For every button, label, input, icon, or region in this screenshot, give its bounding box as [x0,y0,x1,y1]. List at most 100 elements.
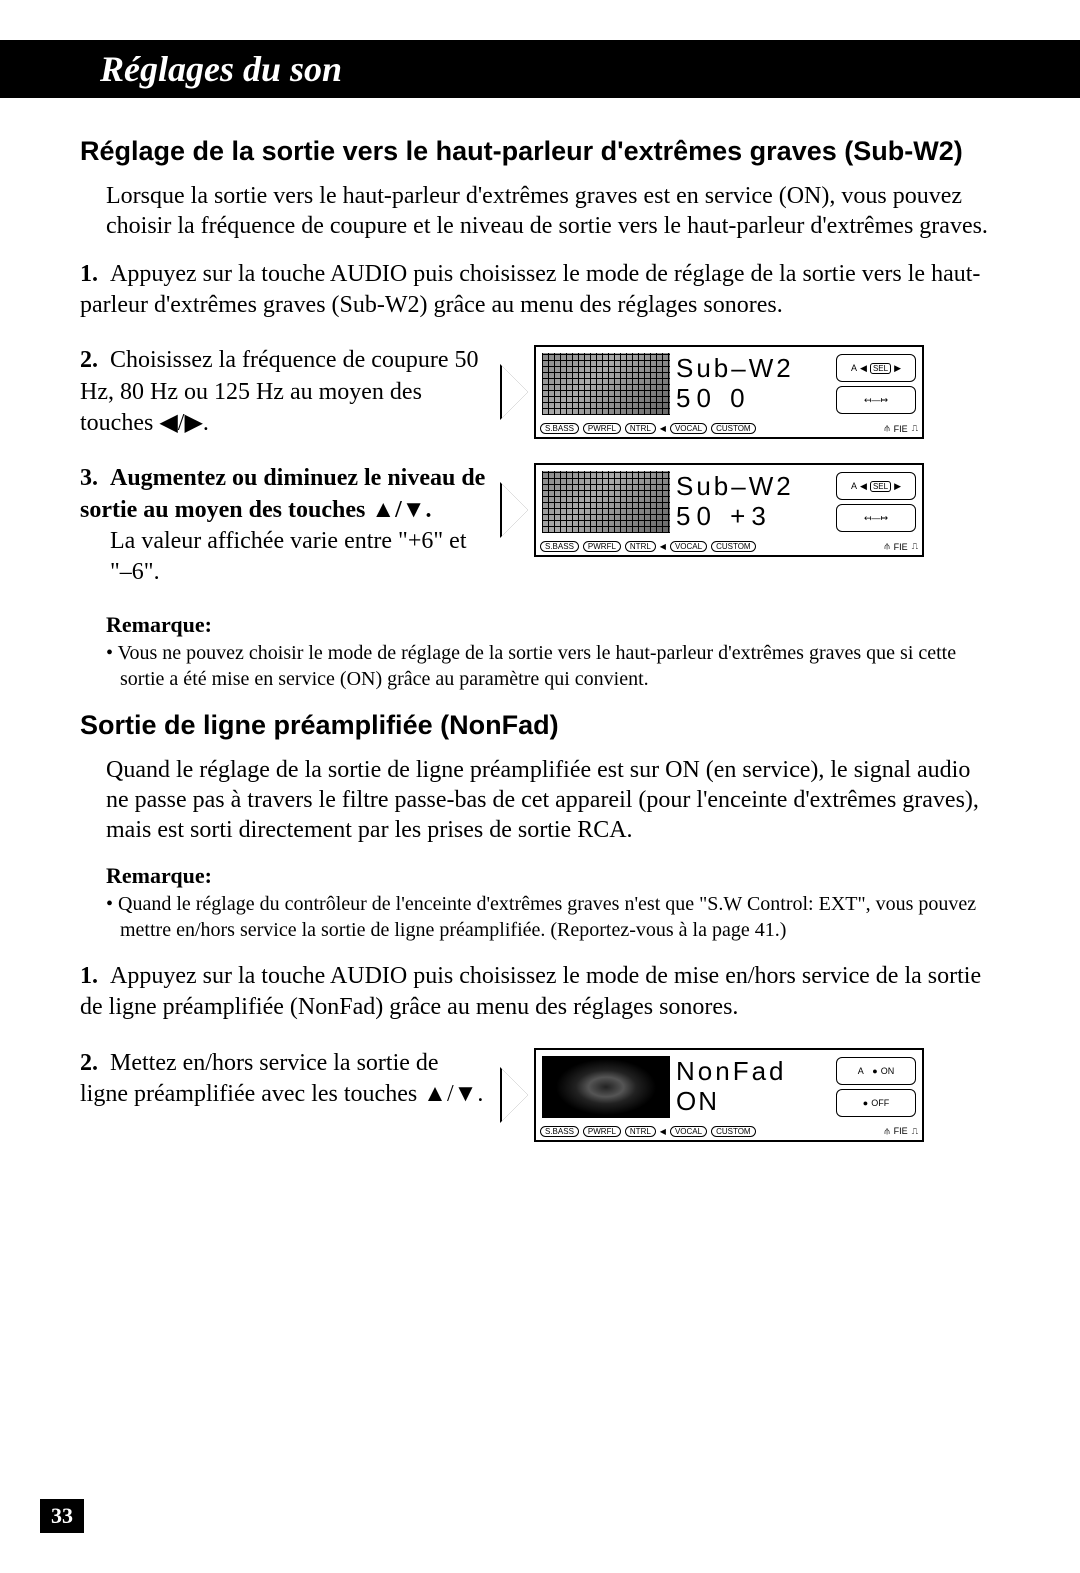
eq-icon: ⫛ [884,541,889,552]
lcd-text: Sub–W2 50 0 [676,354,830,414]
step-number: 1. [80,961,110,992]
lcd-main: NonFad ON A ● ON ● OFF [536,1050,922,1124]
lcd-slider-indicator: ↤—↦ [836,386,916,414]
custom-label: CUSTOM [711,541,756,552]
lcd-slider-indicator: ↤—↦ [836,504,916,532]
fie-label: FIE [894,542,908,552]
s2-step2-body: Mettez en/hors service la sortie de lign… [80,1050,483,1107]
eq-icon: ⫛ [884,1126,889,1137]
wave-icon: ⎍ [912,423,918,434]
lcd-main: Sub–W2 50 +3 A ◀ SEL ▶ ↤—↦ [536,465,922,539]
step2-body: Choisissez la fréquence de coupure 50 Hz… [80,347,479,435]
lcd-speaker-icon [542,1056,670,1118]
lcd-panel: NonFad ON A ● ON ● OFF [534,1048,924,1142]
a-label: A [858,1066,864,1076]
sbass-label: S.BASS [540,423,579,434]
lcd-line1: Sub–W2 [676,472,830,502]
lcd-off-indicator: ● OFF [836,1089,916,1117]
remark-label: Remarque: [106,863,990,889]
right-arrow-icon: ▶ [894,481,901,492]
wave-icon: ⎍ [912,541,918,552]
s2-step1-body: Appuyez sur la touche AUDIO puis choisis… [80,963,981,1020]
step-number: 2. [80,345,110,376]
lcd-panel: Sub–W2 50 +3 A ◀ SEL ▶ ↤—↦ [534,463,924,557]
vocal-label: VOCAL [670,541,707,552]
lcd-line2: 50 +3 [676,502,830,532]
lcd-text: Sub–W2 50 +3 [676,472,830,532]
step3-body: Augmentez ou diminuez le niveau de sorti… [80,465,485,522]
left-arrow-icon: ◀ [660,424,666,433]
remark-text: • Quand le réglage du contrôleur de l'en… [106,891,980,943]
page-header: Réglages du son [0,40,1080,98]
display-illustration-3: NonFad ON A ● ON ● OFF [502,1048,924,1142]
section1-step1-row: 1.Appuyez sur la touche AUDIO puis chois… [80,259,990,321]
lcd-main: Sub–W2 50 0 A ◀ SEL ▶ ↤—↦ [536,347,922,421]
lcd-sel-indicator: A ◀ SEL ▶ [836,472,916,500]
section1-intro: Lorsque la sortie vers le haut-parleur d… [106,181,990,241]
custom-label: CUSTOM [711,423,756,434]
section2-intro: Quand le réglage de la sortie de ligne p… [106,755,990,845]
right-arrow-icon: ▶ [894,363,901,374]
display-illustration-1: Sub–W2 50 0 A ◀ SEL ▶ ↤—↦ [502,345,924,439]
lcd-side: A ◀ SEL ▶ ↤—↦ [836,354,916,414]
a-label: A [851,363,857,373]
section2-step1-row: 1.Appuyez sur la touche AUDIO puis chois… [80,961,990,1023]
step-text: 2.Mettez en/hors service la sortie de li… [80,1048,490,1110]
lcd-panel: Sub–W2 50 0 A ◀ SEL ▶ ↤—↦ [534,345,924,439]
on-label: ON [881,1066,895,1076]
wave-icon: ⎍ [912,1126,918,1137]
left-arrow-icon: ◀ [660,1127,666,1136]
ntrl-label: NTRL [625,541,656,552]
lcd-line2: 50 0 [676,384,830,414]
section2-title: Sortie de ligne préamplifiée (NonFad) [80,710,990,741]
pwrfl-label: PWRFL [583,423,621,434]
step-text: 1.Appuyez sur la touche AUDIO puis chois… [80,961,990,1023]
step3-sub: La valeur affichée varie entre "+6" et "… [110,526,490,588]
left-arrow-icon: ◀ [860,363,867,374]
triangle-pointer-icon [502,1069,528,1121]
triangle-pointer-icon [502,484,528,536]
lcd-line2: ON [676,1087,830,1117]
step-text: 3.Augmentez ou diminuez le niveau de sor… [80,463,490,588]
eq-icon: ⫛ [884,423,889,434]
vocal-label: VOCAL [670,1126,707,1137]
step-number: 1. [80,259,110,290]
slider-icon: ↤—↦ [864,513,888,524]
lcd-spectrum-icon [542,471,670,533]
slider-icon: ↤—↦ [864,395,888,406]
step-text: 1.Appuyez sur la touche AUDIO puis chois… [80,259,990,321]
lcd-bottom: S.BASS PWRFL NTRL ◀ VOCAL CUSTOM ⫛ FIE ⎍ [536,539,922,555]
pwrfl-label: PWRFL [583,541,621,552]
display-illustration-2: Sub–W2 50 +3 A ◀ SEL ▶ ↤—↦ [502,463,924,557]
content: Réglage de la sortie vers le haut-parleu… [0,98,1080,1142]
lcd-bottom: S.BASS PWRFL NTRL ◀ VOCAL CUSTOM ⫛ FIE ⎍ [536,421,922,437]
remark-label: Remarque: [106,612,990,638]
fie-label: FIE [894,1126,908,1136]
lcd-on-indicator: A ● ON [836,1057,916,1085]
left-arrow-icon: ◀ [860,481,867,492]
lcd-spectrum-icon [542,353,670,415]
ntrl-label: NTRL [625,1126,656,1137]
lcd-side: A ● ON ● OFF [836,1057,916,1117]
header-title: Réglages du son [100,49,342,89]
lcd-sel-indicator: A ◀ SEL ▶ [836,354,916,382]
lcd-side: A ◀ SEL ▶ ↤—↦ [836,472,916,532]
pwrfl-label: PWRFL [583,1126,621,1137]
step1-body: Appuyez sur la touche AUDIO puis choisis… [80,261,980,318]
dot-icon: ● [863,1098,868,1108]
off-label: OFF [871,1098,889,1108]
dot-icon: ● [872,1066,877,1076]
sbass-label: S.BASS [540,1126,579,1137]
fie-label: FIE [894,424,908,434]
custom-label: CUSTOM [711,1126,756,1137]
triangle-pointer-icon [502,366,528,418]
section1-title: Réglage de la sortie vers le haut-parleu… [80,136,990,167]
vocal-label: VOCAL [670,423,707,434]
section2-step2-row: 2.Mettez en/hors service la sortie de li… [80,1048,990,1142]
sel-label: SEL [870,481,891,492]
step-number: 3. [80,463,110,494]
lcd-line1: NonFad [676,1057,830,1087]
sbass-label: S.BASS [540,541,579,552]
page-number: 33 [40,1499,84,1533]
step-number: 2. [80,1048,110,1079]
